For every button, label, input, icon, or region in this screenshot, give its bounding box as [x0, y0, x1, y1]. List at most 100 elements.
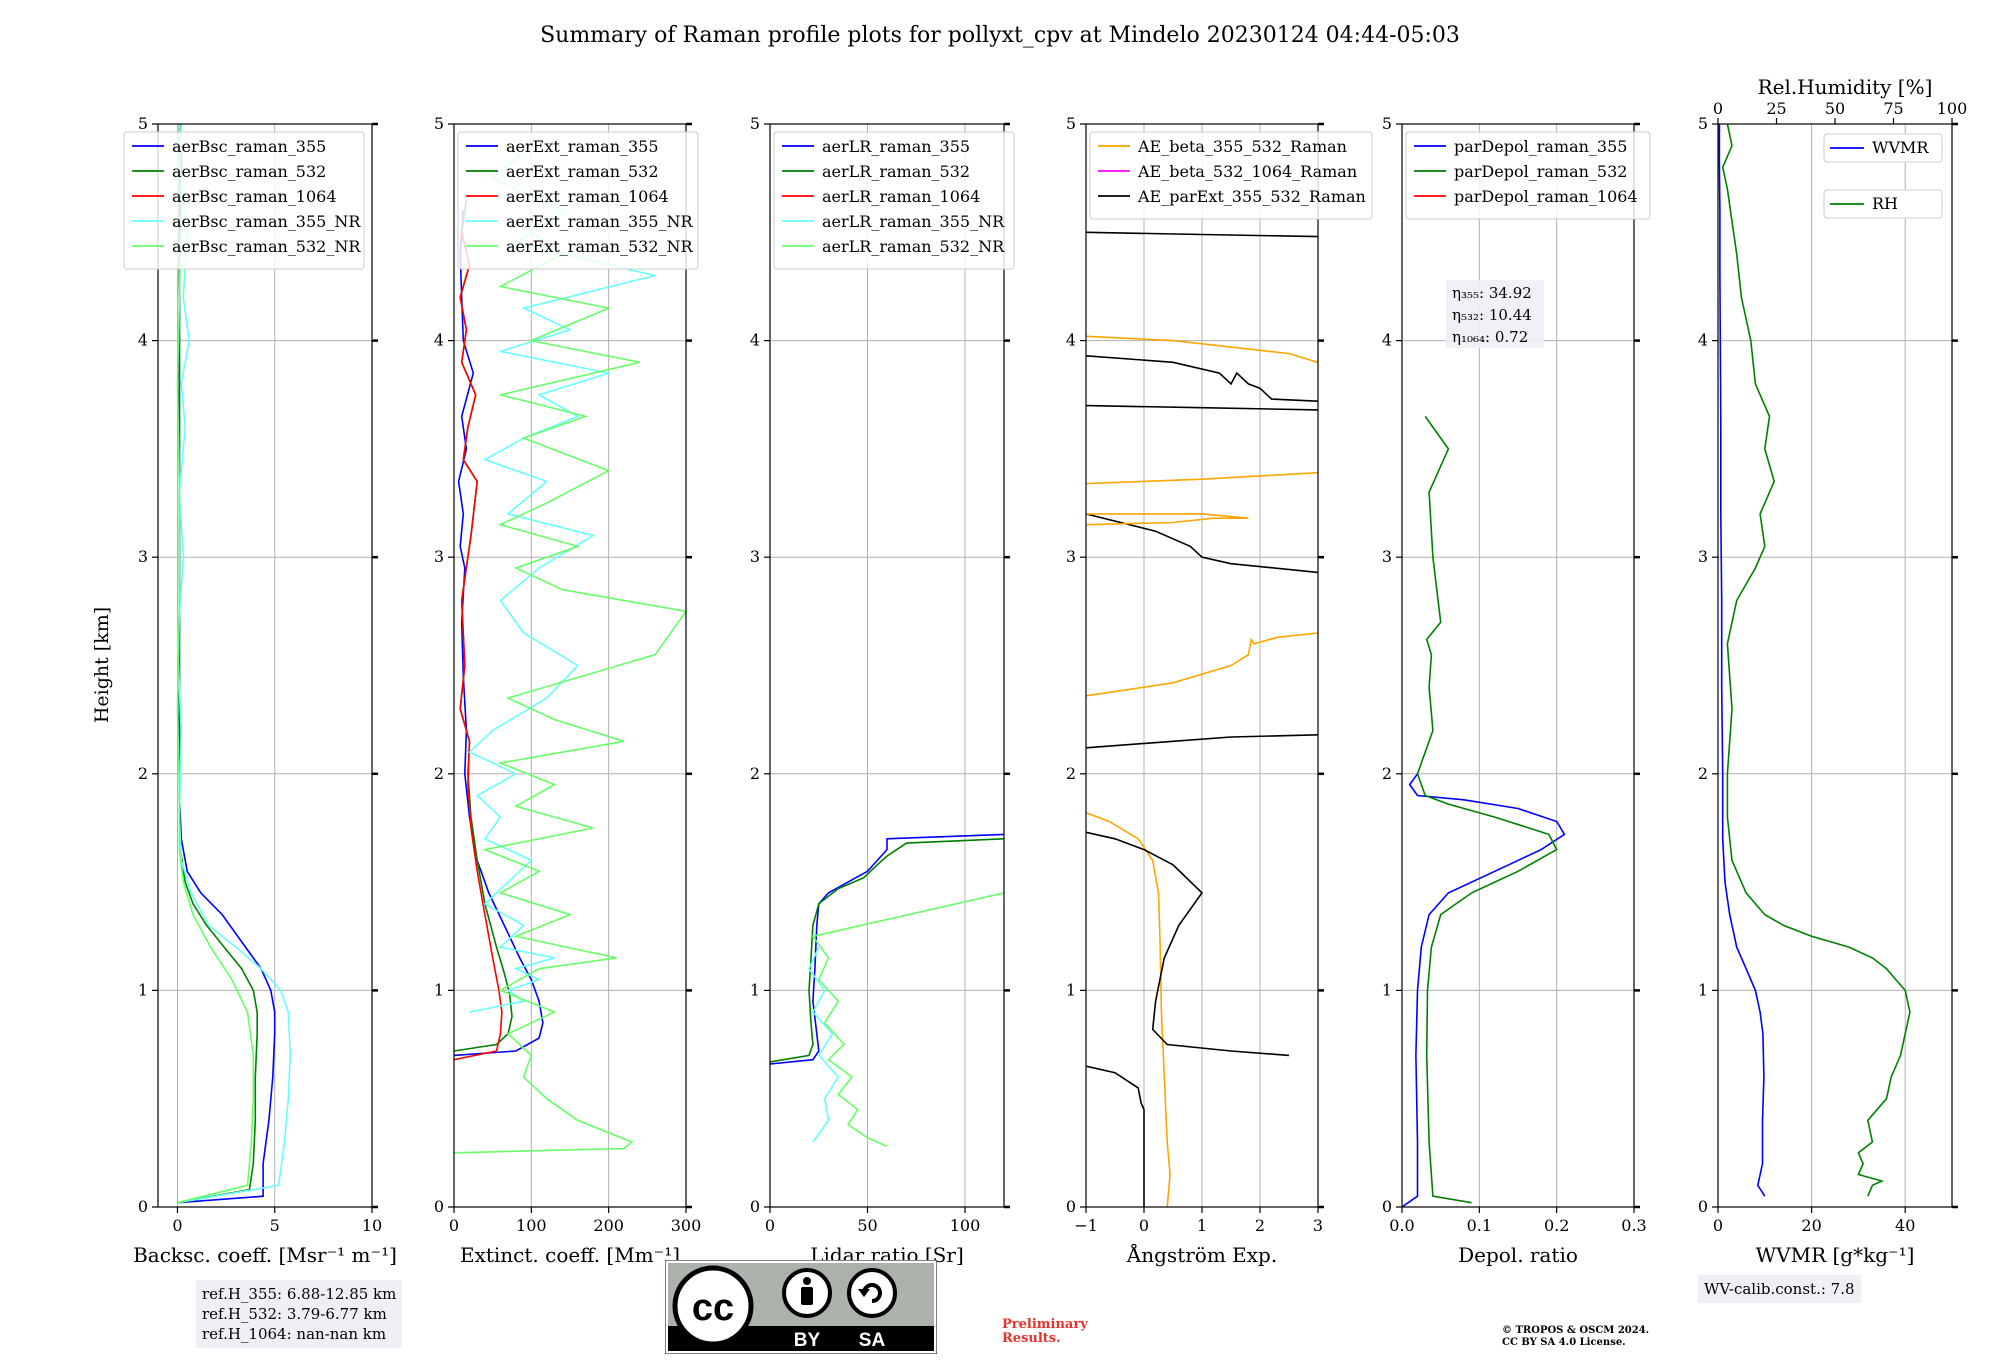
axes-frame	[769, 123, 1005, 1208]
copyright-line: © TROPOS & OSCM 2024.	[1502, 1325, 1650, 1336]
x-tick-label: 0.3	[1621, 1216, 1646, 1235]
panel-5: 0.0 0.1 0.2 0.3 0 1 2 3 4 5 Depol. ratio parDepol_r…	[1382, 114, 1651, 1267]
axes-frame	[157, 123, 373, 1208]
profile-segment	[1086, 734, 1318, 749]
axes-frame	[453, 123, 687, 1208]
series-line	[454, 220, 686, 1154]
series-line	[1402, 773, 1566, 1207]
series-line	[1086, 831, 1290, 1057]
x-tick-label: 2	[1255, 1216, 1265, 1235]
y-tick-label: 2	[1698, 764, 1708, 783]
x-axis-label: WVMR [g*kg⁻¹]	[1756, 1243, 1915, 1267]
legend-label: aerLR_raman_1064	[822, 187, 980, 206]
series-line	[770, 833, 1004, 1065]
copyright-line: CC BY SA 4.0 License.	[1502, 1337, 1626, 1348]
profile-segment	[1086, 513, 1249, 526]
y-tick-label: 4	[1382, 331, 1392, 350]
y-tick-label: 0	[434, 1197, 444, 1216]
legend-label: aerLR_raman_532	[822, 162, 970, 181]
x-tick-label: 40	[1895, 1216, 1915, 1235]
legend-box	[773, 131, 1015, 270]
top-x-tick-label: 100	[1937, 99, 1968, 118]
y-tick-label: 2	[1382, 764, 1392, 783]
y-tick-label: 3	[750, 547, 760, 566]
series-line	[1721, 124, 1911, 1197]
x-axis-label: Ångström Exp.	[1126, 1242, 1277, 1267]
series-line	[1086, 812, 1171, 1207]
y-tick-label: 4	[434, 331, 444, 350]
plot-area	[1086, 231, 1318, 1207]
eta-line: η₅₃₂: 10.44	[1452, 306, 1532, 324]
x-tick-label: 1	[1197, 1216, 1207, 1235]
legend-label: aerBsc_raman_355	[172, 137, 326, 156]
legend-label: parDepol_raman_1064	[1454, 187, 1638, 206]
legend-label: AE_beta_355_532_Raman	[1137, 137, 1347, 156]
legend-label: aerBsc_raman_532_NR	[172, 237, 361, 256]
series-line	[176, 124, 292, 1204]
y-tick-label: 2	[434, 764, 444, 783]
y-tick-label: 5	[434, 114, 444, 133]
legend-label: parDepol_raman_355	[1454, 137, 1627, 156]
y-tick-label: 1	[1382, 980, 1392, 999]
series-line	[1718, 124, 1766, 1197]
profile-segment	[1086, 632, 1318, 697]
y-tick-label: 4	[138, 331, 148, 350]
top-x-axis-label: Rel.Humidity [%]	[1758, 75, 1933, 99]
profile-segment	[1086, 471, 1318, 485]
legend-box	[1823, 189, 1943, 219]
y-tick-label: 0	[1066, 1197, 1076, 1216]
top-x-tick-label: 50	[1825, 99, 1845, 118]
y-tick-label: 5	[1698, 114, 1708, 133]
legend-label: aerExt_raman_532	[506, 162, 659, 181]
legend-label: aerLR_raman_355_NR	[822, 212, 1005, 231]
y-tick-label: 5	[750, 114, 760, 133]
panel-2: 0 100 200 300 0 1 2 3 4 5 Extinct. coeff. [Mm⁻¹] ae…	[434, 114, 701, 1267]
legend-label: RH	[1872, 194, 1898, 213]
by-text: BY	[794, 1330, 821, 1351]
y-tick-label: 0	[750, 1197, 760, 1216]
x-tick-label: 50	[857, 1216, 877, 1235]
legend-label: AE_beta_532_1064_Raman	[1137, 162, 1357, 181]
y-tick-label: 4	[1066, 331, 1076, 350]
plot-area	[1402, 415, 1566, 1207]
x-axis-label: Extinct. coeff. [Mm⁻¹]	[460, 1243, 680, 1267]
series-line	[1416, 415, 1558, 1204]
cc-text: cc	[692, 1287, 734, 1329]
y-tick-label: 4	[750, 331, 760, 350]
legend-box	[1405, 131, 1651, 220]
profile-segment	[1086, 404, 1318, 411]
y-tick-label: 2	[1066, 764, 1076, 783]
legend-box	[1089, 131, 1373, 220]
y-tick-label: 1	[750, 980, 760, 999]
legend-label: aerExt_raman_355	[506, 137, 659, 156]
panel-6: 0 20 40 0 1 2 3 4 5 WVMR [g*kg⁻¹] 0 25 50 75 100Rel.Hu…	[1698, 75, 1967, 1267]
legend-label: aerExt_raman_1064	[506, 187, 669, 206]
x-tick-label: 100	[950, 1216, 981, 1235]
sa-text: SA	[859, 1330, 886, 1351]
x-tick-label: 100	[516, 1216, 547, 1235]
legend-label: AE_parExt_355_532_Raman	[1137, 187, 1366, 206]
axes-frame	[1401, 123, 1635, 1208]
y-tick-label: 1	[1698, 980, 1708, 999]
eta-box	[1446, 280, 1544, 348]
y-tick-label: 5	[138, 114, 148, 133]
legend-label: aerLR_raman_532_NR	[822, 237, 1005, 256]
legend-label: aerBsc_raman_532	[172, 162, 326, 181]
copyright-note: © TROPOS & OSCM 2024. CC BY SA 4.0 Licen…	[1502, 1325, 1649, 1349]
x-tick-label: 0.2	[1544, 1216, 1569, 1235]
x-tick-label: 0	[172, 1216, 182, 1235]
cc-license-badge: cc BY SA	[665, 1260, 937, 1354]
preliminary-note: Preliminary Results.	[1002, 1318, 1088, 1346]
profile-segment	[1086, 355, 1318, 402]
plot-area	[454, 145, 686, 1154]
y-tick-label: 1	[1066, 980, 1076, 999]
y-tick-label: 0	[1698, 1197, 1708, 1216]
y-tick-label: 1	[138, 980, 148, 999]
wv-calib-text: WV-calib.const.: 7.8	[1704, 1280, 1855, 1298]
legend-label: WVMR	[1872, 138, 1929, 157]
plot-area	[770, 833, 1004, 1148]
x-tick-label: 200	[593, 1216, 624, 1235]
